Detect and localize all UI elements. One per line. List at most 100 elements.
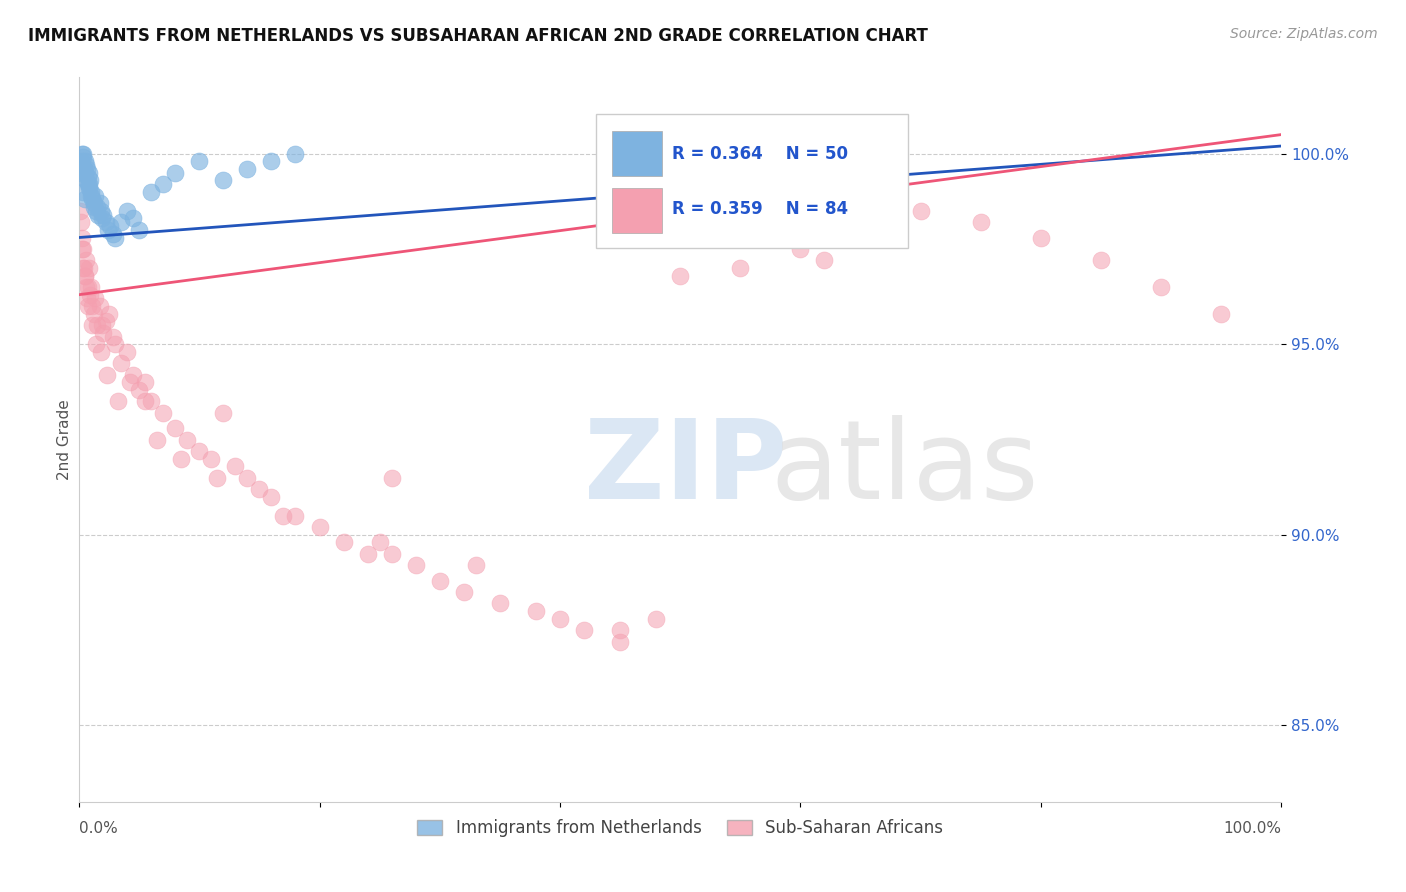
Point	[76, 280, 98, 294]
Point	[86, 200, 108, 214]
Point	[87, 208, 110, 222]
Point	[73, 268, 96, 283]
Point	[75, 268, 97, 283]
Point	[1090, 253, 1112, 268]
Point	[165, 421, 187, 435]
Point	[176, 433, 198, 447]
Point	[84, 337, 107, 351]
Point	[332, 535, 354, 549]
Point	[80, 185, 103, 199]
Point	[152, 177, 174, 191]
Point	[69, 166, 91, 180]
Point	[91, 211, 114, 226]
Point	[98, 307, 121, 321]
Point	[69, 203, 91, 218]
Text: IMMIGRANTS FROM NETHERLANDS VS SUBSAHARAN AFRICAN 2ND GRADE CORRELATION CHART: IMMIGRANTS FROM NETHERLANDS VS SUBSAHARA…	[28, 27, 928, 45]
Point	[609, 634, 631, 648]
Point	[75, 280, 97, 294]
Point	[83, 307, 105, 321]
Point	[128, 223, 150, 237]
Point	[83, 292, 105, 306]
Point	[90, 203, 112, 218]
Point	[94, 215, 117, 229]
Point	[1209, 307, 1232, 321]
Point	[70, 242, 93, 256]
Point	[368, 535, 391, 549]
Point	[453, 585, 475, 599]
Point	[284, 508, 307, 523]
Point	[76, 161, 98, 176]
Point	[70, 230, 93, 244]
Point	[165, 166, 187, 180]
Text: ZIP: ZIP	[583, 415, 787, 522]
Text: Source: ZipAtlas.com: Source: ZipAtlas.com	[1230, 27, 1378, 41]
Point	[83, 200, 105, 214]
FancyBboxPatch shape	[596, 113, 908, 248]
Point	[100, 219, 122, 233]
Point	[356, 547, 378, 561]
Point	[464, 558, 486, 573]
Point	[75, 253, 97, 268]
Text: R = 0.364    N = 50: R = 0.364 N = 50	[672, 145, 848, 163]
Point	[236, 161, 259, 176]
Point	[1150, 280, 1173, 294]
Point	[77, 177, 100, 191]
Point	[381, 547, 404, 561]
Text: R = 0.359    N = 84: R = 0.359 N = 84	[672, 200, 848, 218]
Point	[572, 623, 595, 637]
Point	[260, 490, 283, 504]
Point	[91, 318, 114, 333]
Point	[212, 173, 235, 187]
Point	[89, 196, 111, 211]
Point	[308, 520, 330, 534]
Point	[75, 193, 97, 207]
Point	[260, 154, 283, 169]
Point	[72, 151, 94, 165]
Point	[70, 146, 93, 161]
Point	[79, 181, 101, 195]
Point	[83, 188, 105, 202]
Point	[79, 287, 101, 301]
Point	[273, 508, 295, 523]
Point	[789, 242, 811, 256]
Point	[97, 223, 120, 237]
Point	[77, 299, 100, 313]
Point	[134, 394, 156, 409]
Point	[77, 260, 100, 275]
Point	[72, 242, 94, 256]
Point	[96, 368, 118, 382]
Point	[79, 173, 101, 187]
Point	[488, 596, 510, 610]
Point	[89, 299, 111, 313]
Point	[122, 368, 145, 382]
Point	[73, 260, 96, 275]
Point	[73, 161, 96, 176]
Point	[152, 406, 174, 420]
Point	[79, 188, 101, 202]
FancyBboxPatch shape	[612, 131, 662, 176]
Point	[170, 451, 193, 466]
Point	[94, 314, 117, 328]
Point	[141, 185, 163, 199]
Point	[101, 329, 124, 343]
Point	[110, 356, 132, 370]
Point	[524, 604, 547, 618]
Point	[849, 154, 872, 169]
Point	[1029, 230, 1052, 244]
Point	[70, 154, 93, 169]
Point	[104, 230, 127, 244]
Point	[75, 173, 97, 187]
Point	[80, 280, 103, 294]
Point	[249, 482, 271, 496]
Point	[429, 574, 451, 588]
Point	[115, 344, 138, 359]
Point	[73, 154, 96, 169]
Point	[141, 394, 163, 409]
Point	[128, 383, 150, 397]
Point	[77, 166, 100, 180]
Point	[77, 177, 100, 191]
Point	[82, 318, 104, 333]
Point	[669, 268, 692, 283]
Point	[188, 154, 211, 169]
Point	[70, 215, 93, 229]
